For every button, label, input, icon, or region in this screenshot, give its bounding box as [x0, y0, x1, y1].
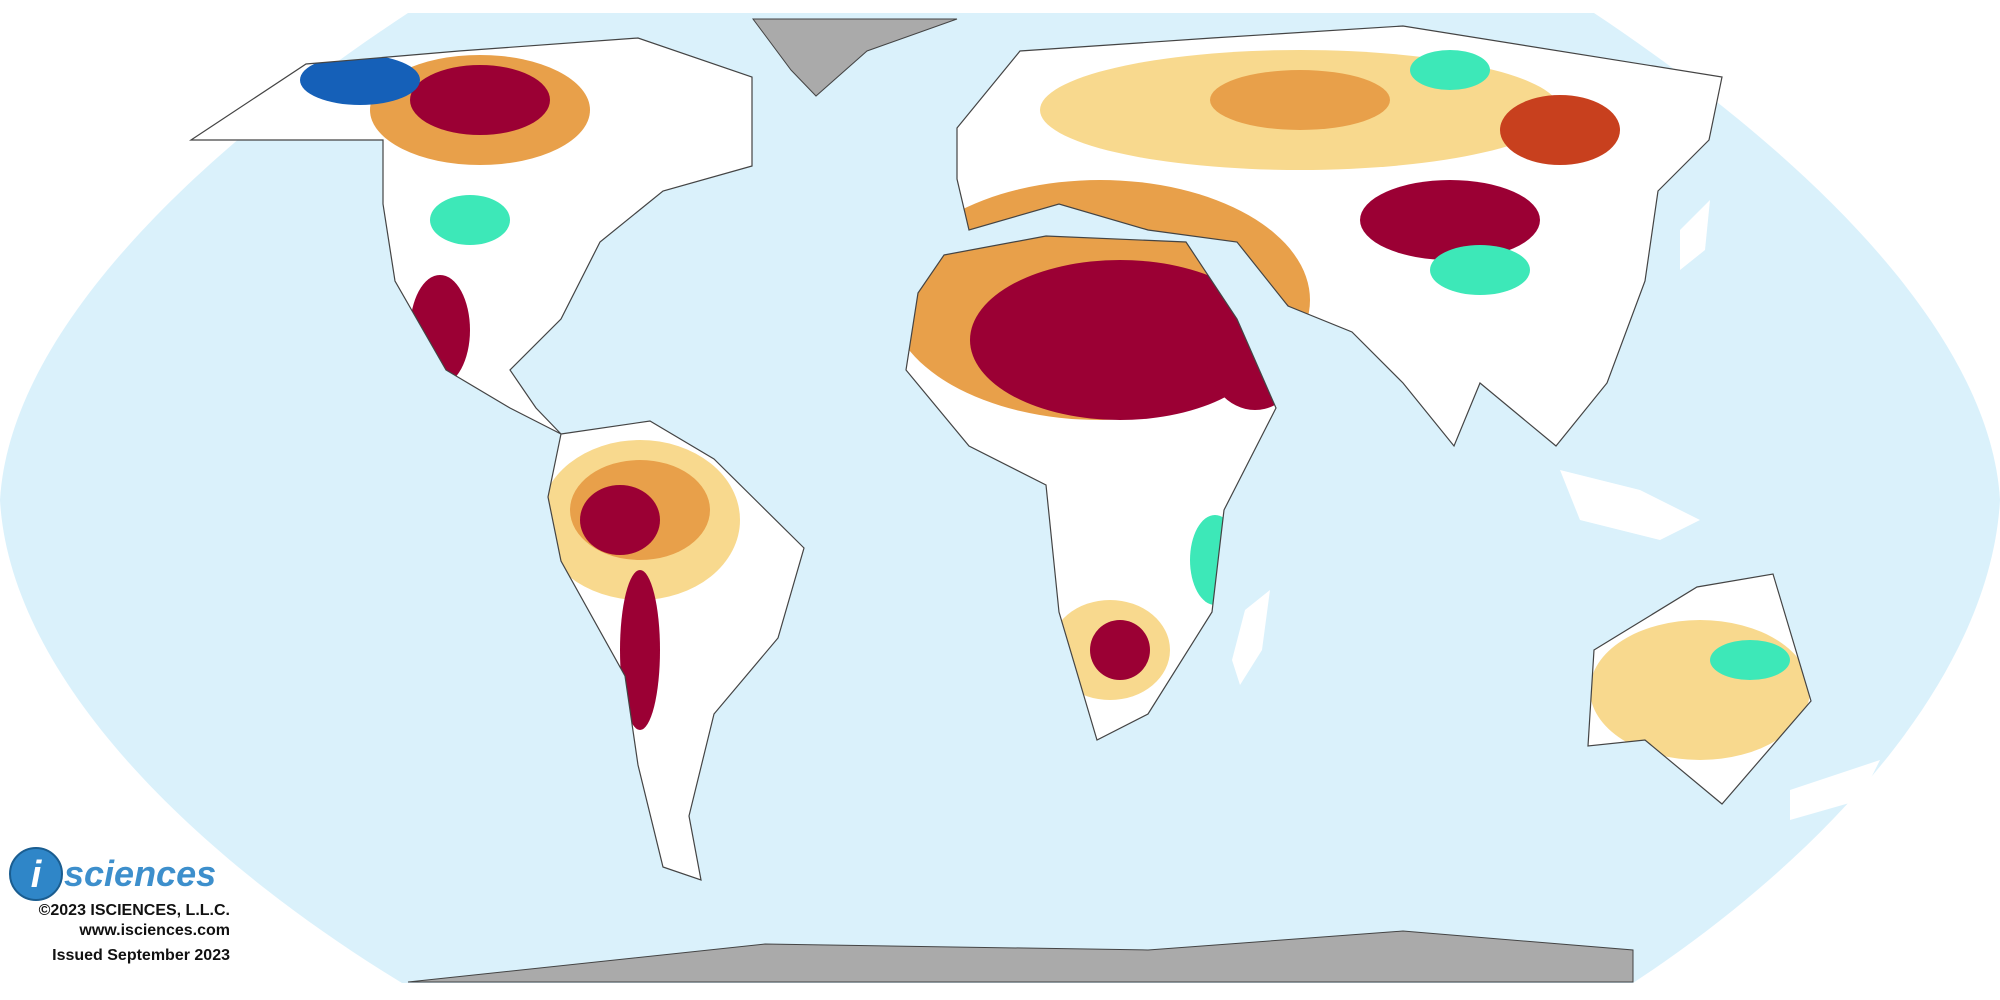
logo-name: sciences: [64, 853, 216, 894]
blob: [1500, 95, 1620, 165]
blob: [1590, 620, 1810, 760]
logo: i sciences: [9, 847, 216, 901]
antarctica: [407, 930, 1634, 983]
copyright: ©2023 ISCIENCES, L.L.C.: [39, 902, 230, 919]
anomaly-layer: [300, 50, 1810, 760]
coastlines: [189, 25, 1812, 881]
blob: [1360, 180, 1540, 260]
blob: [410, 65, 550, 135]
blob: [620, 570, 660, 730]
blob: [970, 260, 1270, 420]
logo-mark: i: [31, 854, 43, 896]
blob: [300, 55, 420, 105]
greenland: [752, 18, 958, 97]
blob: [580, 485, 660, 555]
blob: [1430, 245, 1530, 295]
blob: [1210, 70, 1390, 130]
issued-date: Issued September 2023: [52, 947, 230, 964]
website: www.isciences.com: [78, 922, 230, 939]
blob: [430, 195, 510, 245]
blob: [1090, 620, 1150, 680]
blob: [1710, 640, 1790, 680]
logo-circle: [9, 847, 63, 901]
blob: [1410, 50, 1490, 90]
